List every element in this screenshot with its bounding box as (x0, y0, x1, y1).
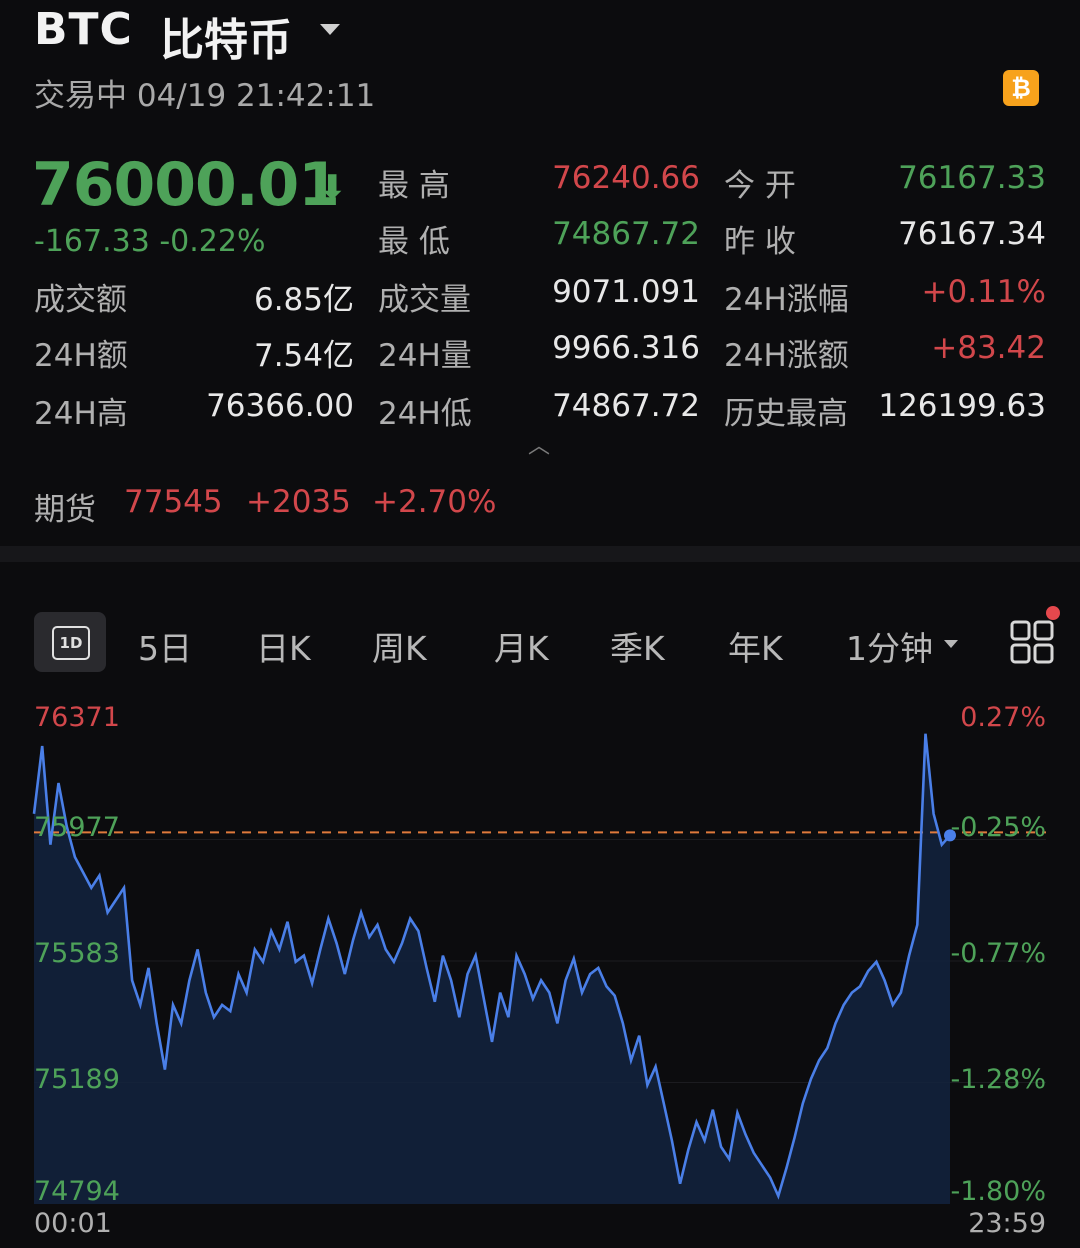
high-value: 76240.66 (552, 160, 700, 196)
low24-label: 24H低 (378, 396, 472, 432)
last-price: 76000.01 (32, 150, 340, 220)
tab-interval[interactable]: 1分钟 (846, 629, 933, 668)
collapse-chevron-icon[interactable]: ︿ (528, 434, 551, 459)
low-label: 最 低 (378, 224, 450, 260)
tab-1d[interactable] (34, 612, 106, 672)
pct-tick-4: -1.80% (950, 1176, 1046, 1207)
x-start-label: 00:01 (34, 1208, 112, 1239)
pct-tick-1: -0.25% (950, 812, 1046, 843)
high-label: 最 高 (378, 168, 450, 204)
turnover-value: 6.85亿 (253, 282, 354, 318)
high24-label: 24H高 (34, 396, 128, 432)
tab-quarter-k[interactable]: 季K (610, 629, 665, 668)
symbol-title: BTC (34, 4, 133, 55)
amt24-label: 24H额 (34, 338, 128, 374)
y-tick-4: 74794 (34, 1176, 120, 1207)
high24-value: 76366.00 (206, 388, 354, 424)
pct-tick-0: 0.27% (960, 702, 1046, 733)
chg24-value: +83.42 (931, 330, 1046, 366)
pct24-label: 24H涨幅 (724, 282, 849, 318)
tab-year-k[interactable]: 年K (728, 629, 783, 668)
futures-label: 期货 (34, 492, 96, 528)
dropdown-caret-icon[interactable] (320, 24, 340, 35)
tab-month-k[interactable]: 月K (494, 629, 549, 668)
price-area (34, 733, 950, 1204)
pct-tick-3: -1.28% (950, 1064, 1046, 1095)
notification-dot (1046, 606, 1060, 620)
x-end-label: 23:59 (968, 1208, 1046, 1239)
pct-tick-2: -0.77% (950, 938, 1046, 969)
chg24-label: 24H涨额 (724, 338, 849, 374)
futures-price[interactable]: 77545 (124, 484, 223, 520)
tab-1d-icon: 1D (52, 626, 90, 660)
futures-pct: +2.70% (372, 484, 497, 520)
futures-change: +2035 (246, 484, 351, 520)
pct24-value: +0.11% (921, 274, 1046, 310)
prev-close-label: 昨 收 (724, 224, 796, 260)
bitcoin-icon: ₿ (1003, 70, 1039, 106)
low-value: 74867.72 (552, 216, 700, 252)
volume-label: 成交量 (378, 282, 471, 318)
last-price-dot (944, 829, 956, 842)
price-change: -167.33 -0.22% (34, 224, 266, 259)
ath-label: 历史最高 (724, 396, 848, 432)
tab-5d[interactable]: 5日 (138, 629, 192, 668)
price-line (32, 733, 951, 1200)
coin-name[interactable]: 比特币 (160, 15, 292, 66)
y-tick-0: 76371 (34, 702, 120, 733)
tab-day-k[interactable]: 日K (256, 629, 311, 668)
amt24-value: 7.54亿 (253, 338, 354, 374)
vol24-label: 24H量 (378, 338, 472, 374)
open-value: 76167.33 (898, 160, 1046, 196)
y-tick-3: 75189 (34, 1064, 120, 1095)
turnover-label: 成交额 (34, 282, 127, 318)
section-divider (0, 546, 1080, 562)
down-arrow-icon: ⬇ (318, 168, 347, 208)
ath-value: 126199.63 (878, 388, 1046, 424)
y-tick-1: 75977 (34, 812, 120, 843)
volume-value: 9071.091 (552, 274, 700, 310)
low24-value: 74867.72 (552, 388, 700, 424)
trading-status: 交易中 04/19 21:42:11 (34, 78, 376, 114)
layout-grid-icon[interactable] (1010, 620, 1054, 664)
vol24-value: 9966.316 (552, 330, 700, 366)
y-tick-2: 75583 (34, 938, 120, 969)
prev-close-value: 76167.34 (898, 216, 1046, 252)
open-label: 今 开 (724, 168, 796, 204)
tab-week-k[interactable]: 周K (372, 629, 427, 668)
interval-caret-icon[interactable] (944, 640, 958, 648)
